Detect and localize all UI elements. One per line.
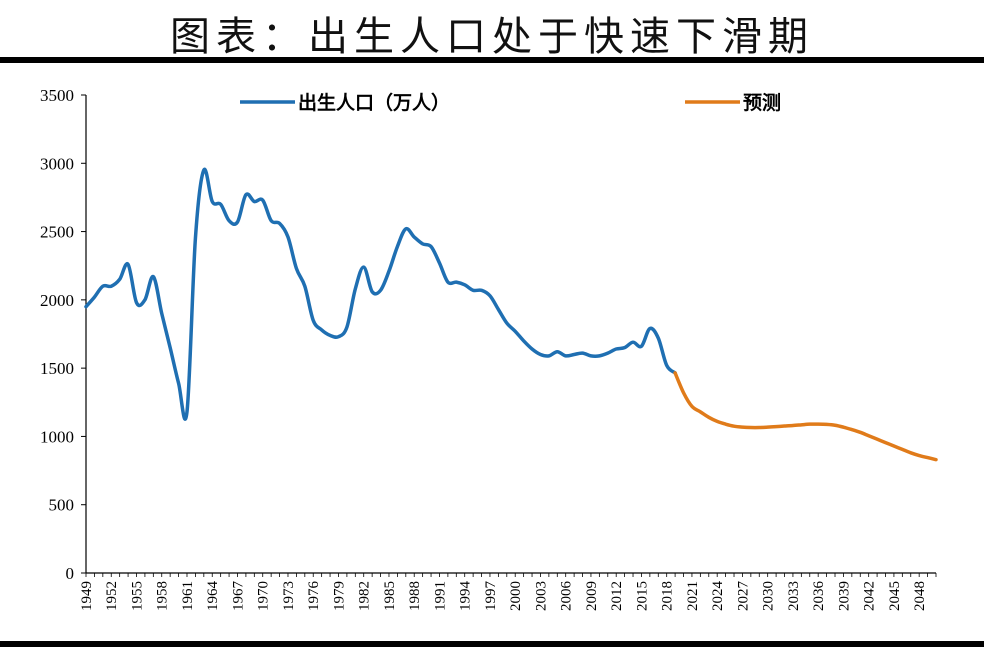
x-tick-label: 1994 <box>458 581 474 612</box>
x-tick-label: 1982 <box>357 581 373 611</box>
legend-label-births: 出生人口（万人） <box>298 91 450 114</box>
x-tick-label: 2027 <box>735 581 751 612</box>
x-tick-label: 1964 <box>205 581 221 612</box>
y-tick-label: 3000 <box>40 154 74 173</box>
x-tick-label: 2033 <box>786 581 802 611</box>
top-rule <box>0 57 984 63</box>
legend-label-forecast: 预测 <box>743 92 781 114</box>
bottom-rule <box>0 641 984 647</box>
x-tick-label: 1949 <box>79 581 95 611</box>
x-tick-label: 2039 <box>836 581 852 611</box>
y-tick-label: 1000 <box>40 427 74 446</box>
x-tick-label: 2042 <box>862 581 878 611</box>
x-tick-label: 1958 <box>155 581 171 611</box>
x-tick-label: 2048 <box>912 581 928 611</box>
x-tick-label: 2045 <box>887 581 903 611</box>
y-tick-label: 1500 <box>40 359 74 378</box>
x-tick-label: 2036 <box>811 581 827 612</box>
x-tick-label: 1955 <box>129 581 145 611</box>
x-tick-label: 1985 <box>382 581 398 611</box>
y-tick-label: 0 <box>66 564 75 583</box>
x-tick-label: 1991 <box>432 581 448 611</box>
x-tick-label: 2009 <box>584 581 600 611</box>
y-tick-label: 2000 <box>40 291 74 310</box>
x-tick-label: 1967 <box>230 581 246 612</box>
x-tick-label: 2021 <box>685 581 701 611</box>
y-tick-label: 2500 <box>40 223 74 242</box>
x-tick-label: 2024 <box>710 581 726 612</box>
x-tick-label: 1979 <box>331 581 347 611</box>
x-tick-label: 2030 <box>761 581 777 611</box>
x-tick-label: 1976 <box>306 581 322 612</box>
y-tick-label: 500 <box>49 496 75 515</box>
x-tick-label: 2015 <box>634 581 650 611</box>
x-tick-label: 2006 <box>559 581 575 612</box>
x-tick-label: 2012 <box>609 581 625 611</box>
y-tick-label: 3500 <box>40 86 74 105</box>
chart-title: 图表：出生人口处于快速下滑期 <box>170 14 814 60</box>
x-tick-label: 2000 <box>508 581 524 611</box>
series-line-births <box>84 167 677 421</box>
x-tick-label: 1970 <box>256 581 272 611</box>
x-tick-label: 2003 <box>533 581 549 611</box>
x-tick-label: 1997 <box>483 581 499 612</box>
x-tick-label: 1952 <box>104 581 120 611</box>
x-tick-label: 1961 <box>180 581 196 611</box>
series-line-forecast <box>673 371 938 462</box>
x-tick-label: 1973 <box>281 581 297 611</box>
x-tick-label: 2018 <box>660 581 676 611</box>
x-tick-label: 1988 <box>407 581 423 611</box>
